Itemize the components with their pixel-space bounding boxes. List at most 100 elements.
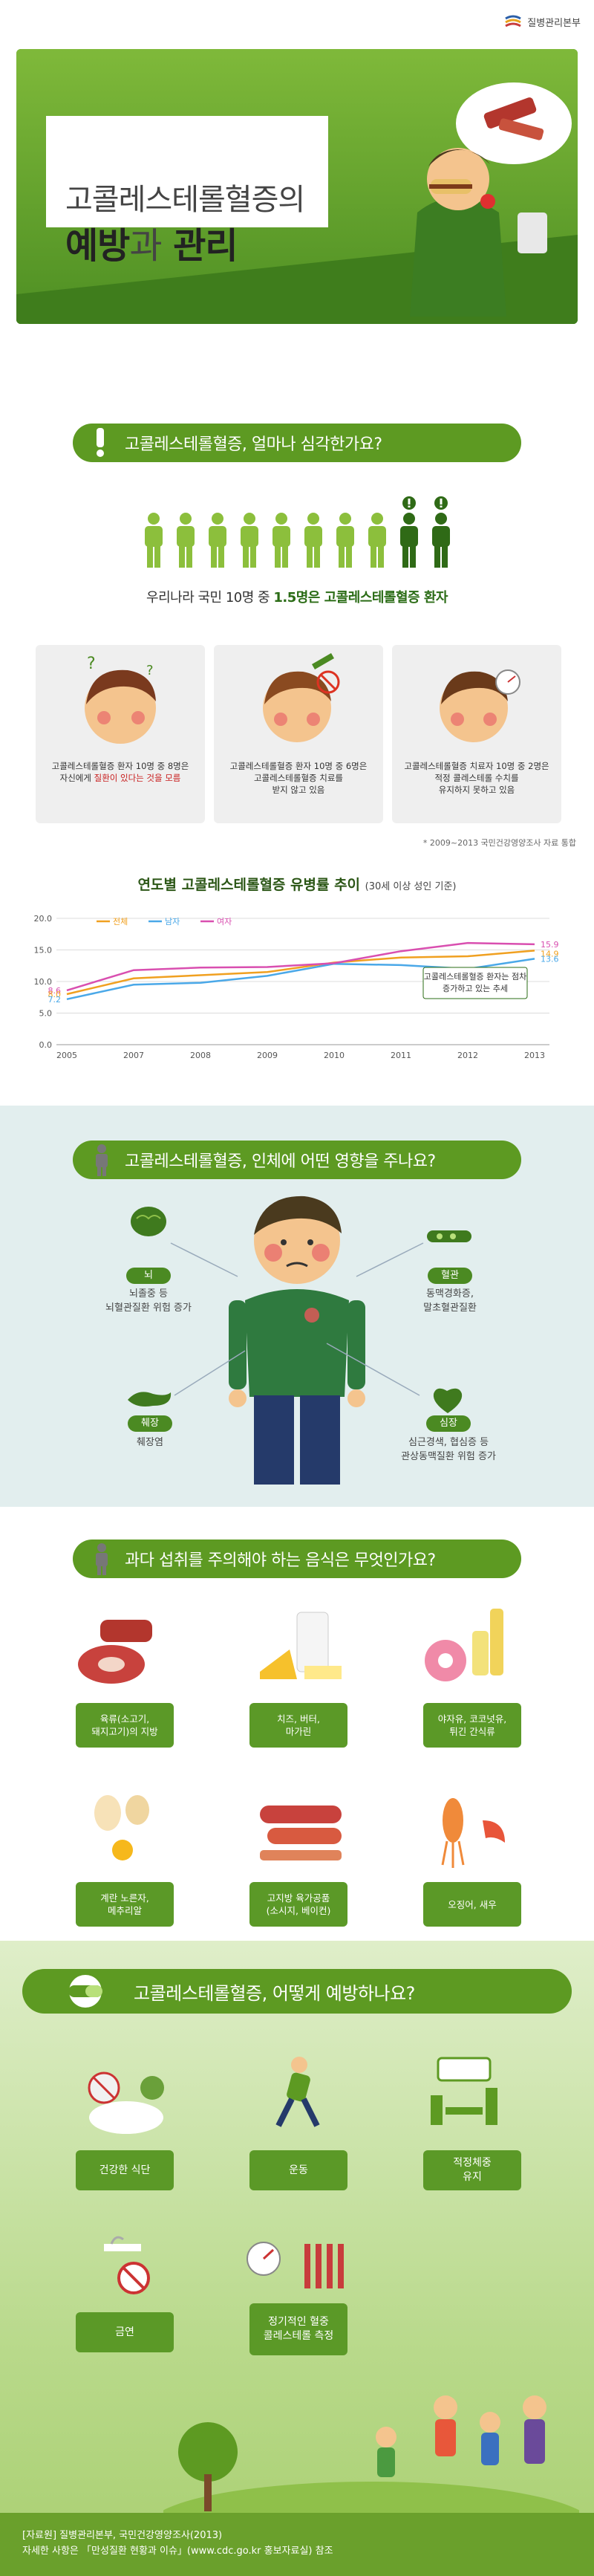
prevention-exercise-label: 운동 xyxy=(249,2150,347,2190)
section3-banner: 과다 섭취를 주의해야 하는 음식은 무엇인가요? xyxy=(73,1540,521,1578)
organ-desc-brain: 뇌졸중 등 뇌혈관질환 위험 증가 xyxy=(82,1287,215,1315)
chart-end-value-label: 13.6 xyxy=(541,954,559,964)
chart-legend-label: 여자 xyxy=(217,917,232,927)
organ-label-vessel: 혈관 xyxy=(428,1268,472,1284)
exclamation-icon xyxy=(97,428,104,457)
section4-title: 고콜레스테롤혈증, 어떻게 예방하나요? xyxy=(134,1982,415,2004)
organ-desc-brain-1: 뇌졸중 등 xyxy=(129,1288,168,1300)
food-oil-label: 야자유, 코코넛유, 튀긴 간식류 xyxy=(423,1703,521,1748)
meat-icon xyxy=(78,1620,152,1684)
fact-card-2-line3: 받지 않고 있음 xyxy=(272,785,325,795)
oil-snack-icon xyxy=(425,1609,503,1681)
prevention-test-line1: 정기적인 혈중 xyxy=(268,2316,329,2328)
chart-annotation-line1: 고콜레스테롤혈증 환자는 점차 xyxy=(424,971,527,982)
fact-card-2-line2: 고콜레스테롤혈증 치료를 xyxy=(253,773,344,783)
prevention-diet-label: 건강한 식단 xyxy=(76,2150,174,2190)
hero-person-illustration xyxy=(410,82,572,317)
food-dairy-line2: 마가린 xyxy=(285,1726,312,1737)
prevalence-statement: 우리나라 국민 10명 중 1.5명은 고콜레스테롤혈증 환자 xyxy=(0,587,594,606)
organ-desc-pancreas: 췌장염 xyxy=(113,1435,187,1450)
organ-desc-pancreas-1: 췌장염 xyxy=(137,1437,163,1448)
exercise-icon xyxy=(275,2057,320,2127)
fact-card-1-line1: 고콜레스테롤혈증 환자 10명 중 8명은 xyxy=(51,761,189,771)
svg-text:?: ? xyxy=(146,663,154,678)
fact-card-3-line3: 유지하지 못하고 있음 xyxy=(438,785,515,795)
heart-icon xyxy=(433,1388,463,1413)
hero-title-light: 과 xyxy=(129,225,162,267)
food-processed-label: 고지방 육가공품 (소시지, 베이컨) xyxy=(249,1882,347,1927)
family-landscape-illustration xyxy=(163,2395,579,2515)
person-figure-icon xyxy=(304,513,322,568)
chart-ytick-label: 20.0 xyxy=(34,914,53,924)
footer-source: [자료원] 질병관리본부, 국민건강영양조사(2013) xyxy=(22,2530,223,2541)
fact-card-2-caption: 고콜레스테롤혈증 환자 10명 중 6명은 고콜레스테롤혈증 치료를 받지 않고… xyxy=(221,760,376,796)
chart-xtick-label: 2013 xyxy=(524,1051,545,1060)
person-figure-icon xyxy=(241,513,258,568)
stat-prefix: 우리나라 국민 10명 중 xyxy=(146,590,270,606)
stat-highlight: 1.5명은 고콜레스테롤혈증 환자 xyxy=(273,590,448,606)
section1-banner: 고콜레스테롤혈증, 얼마나 심각한가요? xyxy=(73,424,521,462)
chart-title-text: 연도별 고콜레스테롤혈증 유병률 추이 xyxy=(137,877,361,893)
body-illustration xyxy=(229,1195,365,1485)
weight-scale-icon xyxy=(431,2057,497,2125)
food-meat-line2: 돼지고기)의 지방 xyxy=(91,1726,158,1737)
food-meat-line1: 육류(소고기, xyxy=(99,1713,150,1725)
prevention-weight-line1: 적정체중 xyxy=(453,2157,492,2169)
organ-connector-lines xyxy=(170,1242,424,1396)
no-smoking-icon xyxy=(104,2236,150,2294)
chart-end-value-label: 15.9 xyxy=(541,940,559,950)
section2-title: 고콜레스테롤혈증, 인체에 어떤 영향을 주나요? xyxy=(125,1152,436,1171)
person-figure-icon xyxy=(336,513,354,568)
prevention-test-line2: 콜레스테롤 측정 xyxy=(263,2330,334,2342)
hero-title-line2: 예방과 관리 xyxy=(65,216,238,268)
chart-xtick-label: 2005 xyxy=(56,1051,77,1060)
chart-start-value-label: 8.0 xyxy=(48,990,62,999)
organ-desc-brain-2: 뇌혈관질환 위험 증가 xyxy=(105,1302,192,1314)
food-seafood-line1: 오징어, 새우 xyxy=(448,1898,497,1910)
chart-subtitle: (30세 이상 성인 기준) xyxy=(365,881,457,892)
section4-banner: 고콜레스테롤혈증, 어떻게 예방하나요? xyxy=(22,1969,572,2014)
person-figure-icon xyxy=(145,513,163,568)
body-silhouette-icon xyxy=(96,1543,108,1575)
person-figure-icon xyxy=(209,513,226,568)
fact-card-1-line2: 자신에게 질환이 있다는 것을 모름 xyxy=(43,772,198,784)
food-egg-label: 계란 노른자, 메추리알 xyxy=(76,1882,174,1927)
prevention-nosmoking-label: 금연 xyxy=(76,2312,174,2352)
pancreas-icon xyxy=(128,1392,172,1407)
section1-title: 고콜레스테롤혈증, 얼마나 심각한가요? xyxy=(125,435,382,454)
fact-card-2-line1: 고콜레스테롤혈증 환자 10명 중 6명은 xyxy=(229,761,368,771)
seafood-icon xyxy=(441,1798,505,1868)
chart-annotation-box xyxy=(422,967,528,999)
patient-figure-icon xyxy=(400,496,418,568)
organ-desc-vessel-1: 동맥경화증, xyxy=(426,1288,474,1300)
hero-title-bold2: 관리 xyxy=(173,225,238,267)
patient-figure-icon xyxy=(432,496,450,568)
prevention-weight-line2: 유지 xyxy=(463,2171,482,2183)
organ-desc-heart-2: 관상동맥질환 위험 증가 xyxy=(401,1451,496,1462)
chart-ytick-label: 10.0 xyxy=(34,977,53,987)
section2-banner: 고콜레스테롤혈증, 인체에 어떤 영향을 주나요? xyxy=(73,1141,521,1179)
hero-title-line1: 고콜레스테롤혈증의 xyxy=(65,183,305,217)
chart-series-line-0 xyxy=(66,950,535,996)
chart-ytick-label: 0.0 xyxy=(39,1040,53,1050)
chart-xtick-label: 2008 xyxy=(190,1051,211,1060)
blood-vessel-icon xyxy=(427,1230,471,1242)
chart-annotation-line2: 증가하고 있는 추세 xyxy=(443,983,508,993)
section3-title: 과다 섭취를 주의해야 하는 음식은 무엇인가요? xyxy=(125,1551,436,1570)
chart-legend-label: 남자 xyxy=(165,917,180,927)
chart-xtick-label: 2012 xyxy=(457,1051,478,1060)
food-oil-line2: 튀긴 간식류 xyxy=(449,1726,495,1737)
fact-card-3-caption: 고콜레스테롤혈증 치료자 10명 중 2명은 적정 콜레스테롤 수치를 유지하지… xyxy=(399,760,554,796)
footer: [자료원] 질병관리본부, 국민건강영양조사(2013) 자세한 사항은 「만성… xyxy=(0,2513,594,2576)
org-name: 질병관리본부 xyxy=(527,17,581,29)
fact-card-1-caption: 고콜레스테롤혈증 환자 10명 중 8명은 자신에게 질환이 있다는 것을 모름 xyxy=(43,760,198,784)
person-figure-icon xyxy=(272,513,290,568)
confused-face-icon: ? ? xyxy=(85,655,156,744)
food-meat-label: 육류(소고기, 돼지고기)의 지방 xyxy=(76,1703,174,1748)
chart-start-value-label: 7.2 xyxy=(48,995,62,1005)
fact-card-1-line2-text: 자신에게 xyxy=(59,773,94,783)
fact-card-1: ? ? 고콜레스테롤혈증 환자 10명 중 8명은 자신에게 질환이 있다는 것… xyxy=(36,645,205,823)
survey-source-note: * 2009~2013 국민건강영양조사 자료 통합 xyxy=(422,838,576,848)
food-processed-line2: (소시지, 베이컨) xyxy=(266,1905,331,1916)
